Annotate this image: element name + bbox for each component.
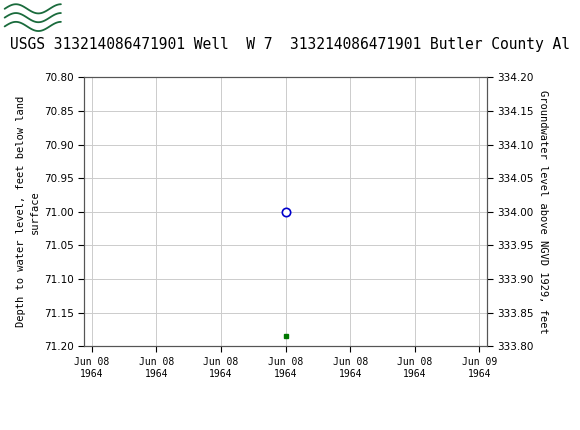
Text: USGS 313214086471901 Well  W 7  313214086471901 Butler County Al: USGS 313214086471901 Well W 7 3132140864…: [10, 37, 570, 52]
Y-axis label: Depth to water level, feet below land
surface: Depth to water level, feet below land su…: [16, 96, 39, 327]
Y-axis label: Groundwater level above NGVD 1929, feet: Groundwater level above NGVD 1929, feet: [538, 90, 548, 334]
Bar: [3, 3, 61, 32]
Text: USGS: USGS: [102, 8, 165, 28]
